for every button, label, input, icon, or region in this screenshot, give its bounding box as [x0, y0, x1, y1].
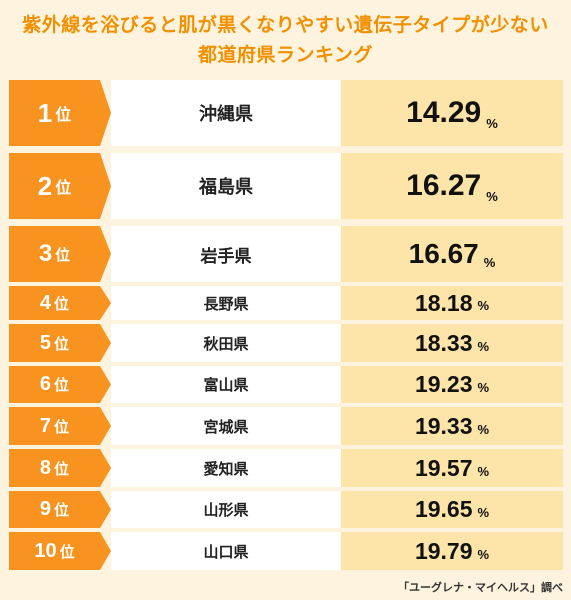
- rank-number: 4: [39, 291, 52, 314]
- percentage-cell: 19.79%: [341, 532, 563, 570]
- rank-number: 6: [39, 373, 52, 395]
- ranking-row: 愛知県 19.57% 8 位: [9, 449, 563, 487]
- rank-number: 2: [37, 170, 53, 201]
- rank-number: 7: [39, 414, 52, 437]
- rank-cell: 10 位: [9, 532, 100, 570]
- percent-unit: %: [477, 505, 490, 520]
- rank-number: 3: [38, 240, 53, 267]
- rank-suffix: 位: [54, 502, 70, 519]
- prefecture-name: 愛知県: [111, 449, 341, 487]
- ranking-row: 宮城県 19.33% 7 位: [9, 407, 563, 445]
- percent-unit: %: [477, 380, 490, 395]
- title-line-2: 都道府県ランキング: [198, 44, 373, 66]
- percent-unit: %: [477, 464, 490, 479]
- rank-suffix: 位: [55, 107, 72, 124]
- rank-suffix: 位: [54, 295, 70, 313]
- rank-number: 9: [39, 498, 52, 520]
- rank-arrow: [100, 226, 111, 282]
- rank-suffix: 位: [54, 335, 70, 353]
- percentage-value: 16.27: [406, 169, 482, 202]
- prefecture-name: 山形県: [111, 491, 341, 528]
- percent-unit: %: [477, 339, 490, 354]
- percentage-cell: 19.65%: [341, 491, 563, 528]
- ranking-row: 福島県 16.27% 2 位: [9, 153, 563, 219]
- percent-unit: %: [477, 547, 490, 562]
- percentage-value: 16.67: [408, 238, 479, 269]
- ranking-row: 山形県 19.65% 9 位: [9, 491, 563, 528]
- percentage-cell: 14.29%: [341, 80, 563, 146]
- prefecture-name: 福島県: [111, 153, 341, 219]
- chart-title: 紫外線を浴びると肌が黒くなりやすい遺伝子タイプが少ない 都道府県ランキング: [0, 10, 571, 70]
- rank-number: 8: [39, 456, 52, 479]
- percentage-cell: 19.57%: [341, 449, 563, 487]
- percentage-cell: 18.18%: [341, 286, 563, 320]
- percentage-value: 18.18: [414, 289, 473, 316]
- ranking-row: 長野県 18.18% 4 位: [9, 286, 563, 320]
- percentage-value: 19.57: [414, 454, 473, 481]
- ranking-row: 沖縄県 14.29% 1 位: [9, 80, 563, 146]
- percentage-value: 18.33: [414, 329, 473, 356]
- ranking-row: 富山県 19.23% 6 位: [9, 366, 563, 403]
- rank-arrow: [100, 286, 111, 320]
- prefecture-name: 岩手県: [111, 226, 341, 282]
- percent-unit: %: [486, 116, 498, 131]
- rank-arrow: [100, 324, 111, 362]
- rank-arrow: [100, 80, 111, 146]
- percentage-value: 14.29: [406, 96, 482, 129]
- percentage-value: 19.33: [414, 412, 473, 439]
- rank-suffix: 位: [55, 246, 71, 264]
- rank-suffix: 位: [54, 377, 70, 394]
- prefecture-name: 宮城県: [111, 407, 341, 445]
- rank-arrow: [100, 407, 111, 445]
- percentage-cell: 16.67%: [341, 226, 563, 282]
- prefecture-name: 沖縄県: [111, 80, 341, 146]
- percent-unit: %: [486, 189, 498, 204]
- ranking-row: 山口県 19.79% 10 位: [9, 532, 563, 570]
- rank-suffix: 位: [55, 180, 72, 197]
- percentage-cell: 19.33%: [341, 407, 563, 445]
- percent-unit: %: [477, 298, 490, 313]
- rank-arrow: [100, 449, 111, 487]
- percentage-value: 19.23: [414, 371, 473, 397]
- percentage-cell: 19.23%: [341, 366, 563, 403]
- percentage-cell: 18.33%: [341, 324, 563, 362]
- rank-number: 1: [37, 97, 53, 128]
- prefecture-name: 富山県: [111, 366, 341, 403]
- percentage-cell: 16.27%: [341, 153, 563, 219]
- rank-arrow: [100, 366, 111, 403]
- percentage-value: 19.65: [414, 496, 473, 522]
- percent-unit: %: [483, 255, 496, 270]
- prefecture-name: 山口県: [111, 532, 341, 570]
- rank-suffix: 位: [54, 418, 70, 436]
- title-line-1: 紫外線を浴びると肌が黒くなりやすい遺伝子タイプが少ない: [22, 14, 549, 36]
- rank-suffix: 位: [54, 460, 70, 478]
- percentage-value: 19.79: [414, 537, 473, 564]
- source-note: 「ユーグレナ・マイヘルス」調べ: [398, 581, 563, 594]
- ranking-row: 秋田県 18.33% 5 位: [9, 324, 563, 362]
- percent-unit: %: [477, 422, 490, 437]
- ranking-row: 岩手県 16.67% 3 位: [9, 226, 563, 282]
- rank-number: 5: [39, 331, 52, 354]
- rank-arrow: [100, 153, 111, 219]
- rank-arrow: [100, 491, 111, 528]
- prefecture-name: 秋田県: [111, 324, 341, 362]
- rank-number: 10: [34, 539, 57, 562]
- rank-suffix: 位: [59, 543, 75, 561]
- prefecture-name: 長野県: [111, 286, 341, 320]
- rank-arrow: [100, 532, 111, 570]
